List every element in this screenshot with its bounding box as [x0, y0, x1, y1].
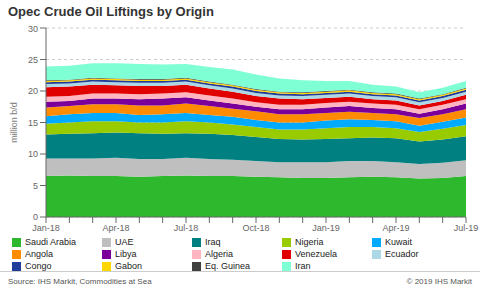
svg-text:Jul-18: Jul-18 — [174, 223, 199, 233]
html-text:Congo: Congo — [25, 261, 52, 271]
html-text:Venezuela: Venezuela — [295, 249, 337, 259]
svg-text:15: 15 — [28, 118, 38, 128]
html-text:Saudi Arabia: Saudi Arabia — [25, 237, 76, 247]
svg-text:Jul-19: Jul-19 — [454, 223, 472, 233]
svg-text:Apr-18: Apr-18 — [102, 223, 129, 233]
html-text:Libya: Libya — [115, 249, 137, 259]
svg-text:Oct-18: Oct-18 — [242, 223, 269, 233]
html-text:Iran: Iran — [295, 261, 311, 271]
html-text:Nigeria: Nigeria — [295, 237, 324, 247]
svg-text:Jan-18: Jan-18 — [32, 223, 60, 233]
html-text:© 2019 IHS Markit: © 2019 IHS Markit — [406, 276, 472, 286]
svg-text:0: 0 — [33, 212, 38, 222]
svg-text:million b/d: million b/d — [9, 102, 19, 143]
svg-text:20: 20 — [28, 86, 38, 96]
html-text:Kuwait: Kuwait — [385, 237, 412, 247]
html-text:Angola: Angola — [25, 249, 53, 259]
svg-text:10: 10 — [28, 149, 38, 159]
html-text:Iraq: Iraq — [205, 237, 221, 247]
html-text:Opec Crude Oil Liftings by Ori: Opec Crude Oil Liftings by Origin — [8, 4, 214, 19]
svg-text:5: 5 — [33, 181, 38, 191]
html-text:Ecuador: Ecuador — [385, 249, 419, 259]
html-text:Algeria: Algeria — [205, 249, 233, 259]
svg-text:30: 30 — [28, 24, 38, 34]
svg-text:Apr-19: Apr-19 — [382, 223, 409, 233]
html-text:Source: IHS Markit, Commoditie: Source: IHS Markit, Commodities at Sea — [8, 276, 152, 286]
html-text:Gabon: Gabon — [115, 261, 142, 271]
svg-text:25: 25 — [28, 55, 38, 65]
svg-text:Jan-19: Jan-19 — [312, 223, 340, 233]
html-text:UAE: UAE — [115, 237, 134, 247]
html-text:Eq. Guinea: Eq. Guinea — [205, 261, 250, 271]
